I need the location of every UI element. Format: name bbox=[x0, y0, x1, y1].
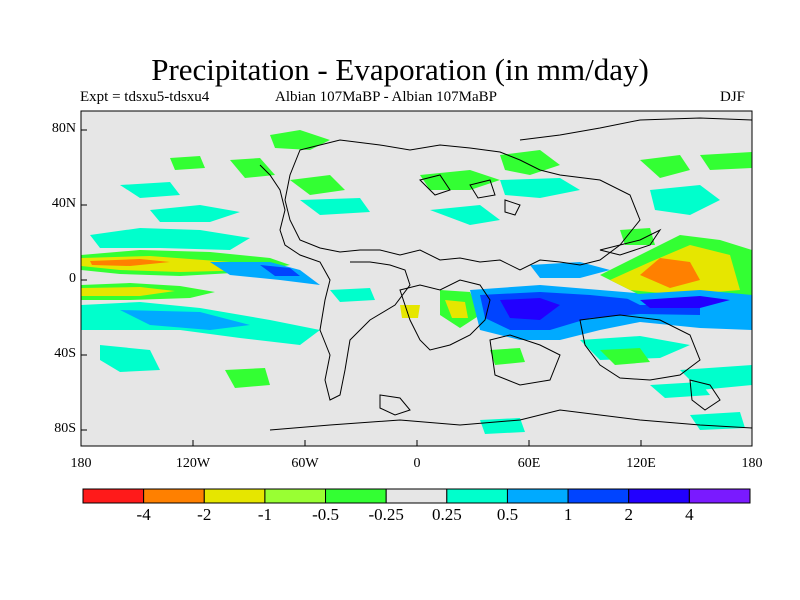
legend-label: -2 bbox=[197, 505, 212, 524]
legend-label: 2 bbox=[624, 505, 633, 524]
lon-tick-label: 0 bbox=[413, 456, 421, 471]
legend-swatch bbox=[688, 488, 751, 504]
legend-label: 1 bbox=[563, 505, 573, 524]
lon-tick-label: 60E bbox=[517, 456, 541, 471]
lat-tick-label: 40N bbox=[51, 196, 76, 211]
legend-swatch bbox=[446, 488, 508, 504]
legend-label: -4 bbox=[136, 505, 151, 524]
lon-tick-label: 120W bbox=[175, 456, 211, 471]
experiment-label: Expt = tdsxu5-tdsxu4 bbox=[80, 89, 210, 105]
legend-swatch bbox=[628, 488, 690, 504]
lon-tick-label: 120E bbox=[626, 456, 656, 471]
legend-swatch bbox=[506, 488, 569, 504]
season-label: DJF bbox=[720, 89, 746, 105]
lat-tick-label: 80N bbox=[51, 121, 76, 136]
lat-tick-label: 0 bbox=[69, 271, 76, 286]
legend-swatch bbox=[203, 488, 266, 504]
legend-swatch bbox=[385, 488, 448, 504]
lat-tick-label: 80S bbox=[54, 421, 76, 436]
legend-label: -1 bbox=[257, 505, 272, 524]
legend-label: -0.5 bbox=[312, 505, 339, 524]
tick-marks bbox=[80, 129, 753, 446]
legend-swatch bbox=[325, 488, 387, 504]
legend-label: 4 bbox=[685, 505, 694, 524]
lat-tick-label: 40S bbox=[54, 346, 76, 361]
coastlines bbox=[259, 117, 753, 431]
lon-tick-label: 180 bbox=[741, 456, 763, 471]
legend-label: 0.5 bbox=[496, 505, 519, 524]
lon-tick-label: 180 bbox=[70, 456, 92, 471]
field-shading bbox=[81, 130, 752, 434]
legend-swatch bbox=[143, 488, 205, 504]
legend-swatch bbox=[567, 488, 630, 504]
lon-tick-label: 60W bbox=[291, 456, 319, 471]
legend-label: 0.25 bbox=[431, 505, 462, 524]
map-title: Precipitation - Evaporation (in mm/day) bbox=[151, 52, 649, 87]
legend-label: -0.25 bbox=[368, 505, 404, 524]
legend-swatch bbox=[264, 488, 327, 504]
period-label: Albian 107MaBP - Albian 107MaBP bbox=[275, 89, 497, 105]
legend-swatch bbox=[82, 488, 145, 504]
